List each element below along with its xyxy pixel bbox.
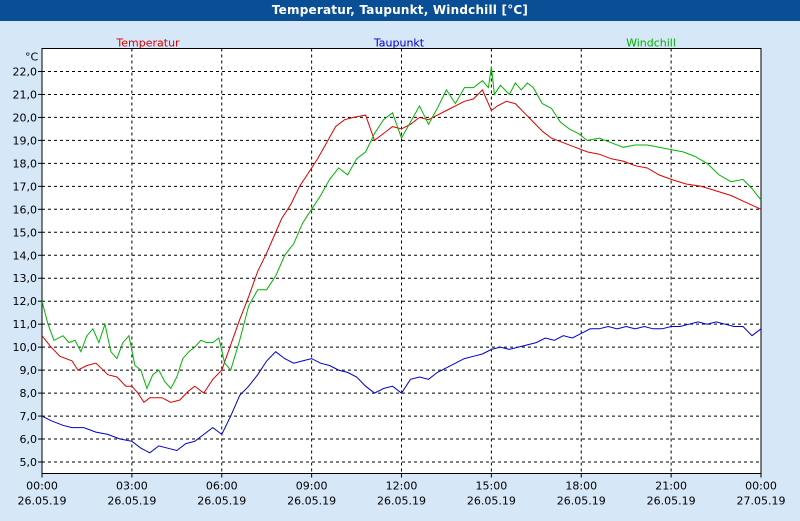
x-tick-time: 00:00 (26, 480, 58, 493)
y-tick-label: 21,0 (13, 88, 38, 101)
y-tick-label: 12,0 (13, 295, 38, 308)
x-tick-time: 15:00 (476, 480, 508, 493)
series-line-windchill (41, 66, 762, 390)
series-line-taupunkt (41, 321, 762, 454)
legend-taupunkt: Taupunkt (373, 37, 425, 50)
x-tick-date: 26.05.19 (18, 495, 67, 508)
y-tick-label: 13,0 (13, 272, 38, 285)
x-tick-time: 21:00 (655, 480, 687, 493)
y-tick-label: 7,0 (20, 410, 38, 423)
x-tick-date: 26.05.19 (107, 495, 156, 508)
x-tick-date: 26.05.19 (647, 495, 696, 508)
y-tick-label: 16,0 (13, 203, 38, 216)
x-tick-date: 26.05.19 (197, 495, 246, 508)
y-tick-label: 15,0 (13, 226, 38, 239)
x-tick-time: 12:00 (386, 480, 418, 493)
x-tick-time: 03:00 (116, 480, 148, 493)
y-tick-label: 17,0 (13, 180, 38, 193)
y-tick-label: 18,0 (13, 157, 38, 170)
y-tick-label: 9,0 (20, 364, 38, 377)
chart-svg: 5,0 6,0 7,0 8,0 9,0 10,0 11,0 12,0 13,0 14,0 15,0 1… (13, 37, 786, 508)
legend-windchill: Windchill (626, 37, 676, 50)
y-tick-label: 14,0 (13, 249, 38, 262)
x-tick-time: 06:00 (206, 480, 238, 493)
y-tick-label: 5,0 (20, 456, 38, 469)
x-tick-time: 00:00 (745, 480, 777, 493)
x-tick-date: 26.05.19 (287, 495, 336, 508)
y-axis: 5,0 6,0 7,0 8,0 9,0 10,0 11,0 12,0 13,0 14,0 15,0 1… (13, 65, 42, 469)
x-axis: 00:00 26.05.19 03:00 26.05.19 06:00 26.05.19 0… (18, 473, 786, 508)
legend: Temperatur Taupunkt Windchill (115, 37, 676, 50)
legend-temperatur: Temperatur (115, 37, 180, 50)
gridlines (42, 48, 761, 474)
series-line-temperatur (41, 89, 762, 404)
y-tick-label: 6,0 (20, 433, 38, 446)
chart-title: Temperatur, Taupunkt, Windchill [°C] (0, 0, 800, 21)
x-tick-date: 27.05.19 (737, 495, 786, 508)
y-axis-unit: °C (25, 51, 39, 64)
x-tick-date: 26.05.19 (377, 495, 426, 508)
x-tick-date: 26.05.19 (467, 495, 516, 508)
y-tick-label: 22,0 (13, 65, 38, 78)
y-tick-label: 8,0 (20, 387, 38, 400)
x-tick-time: 18:00 (565, 480, 597, 493)
y-tick-label: 19,0 (13, 134, 38, 147)
y-tick-label: 11,0 (13, 318, 38, 331)
x-tick-time: 09:00 (296, 480, 328, 493)
series-lines (41, 66, 762, 454)
y-tick-label: 20,0 (13, 111, 38, 124)
x-tick-date: 26.05.19 (557, 495, 606, 508)
y-tick-label: 10,0 (13, 341, 38, 354)
